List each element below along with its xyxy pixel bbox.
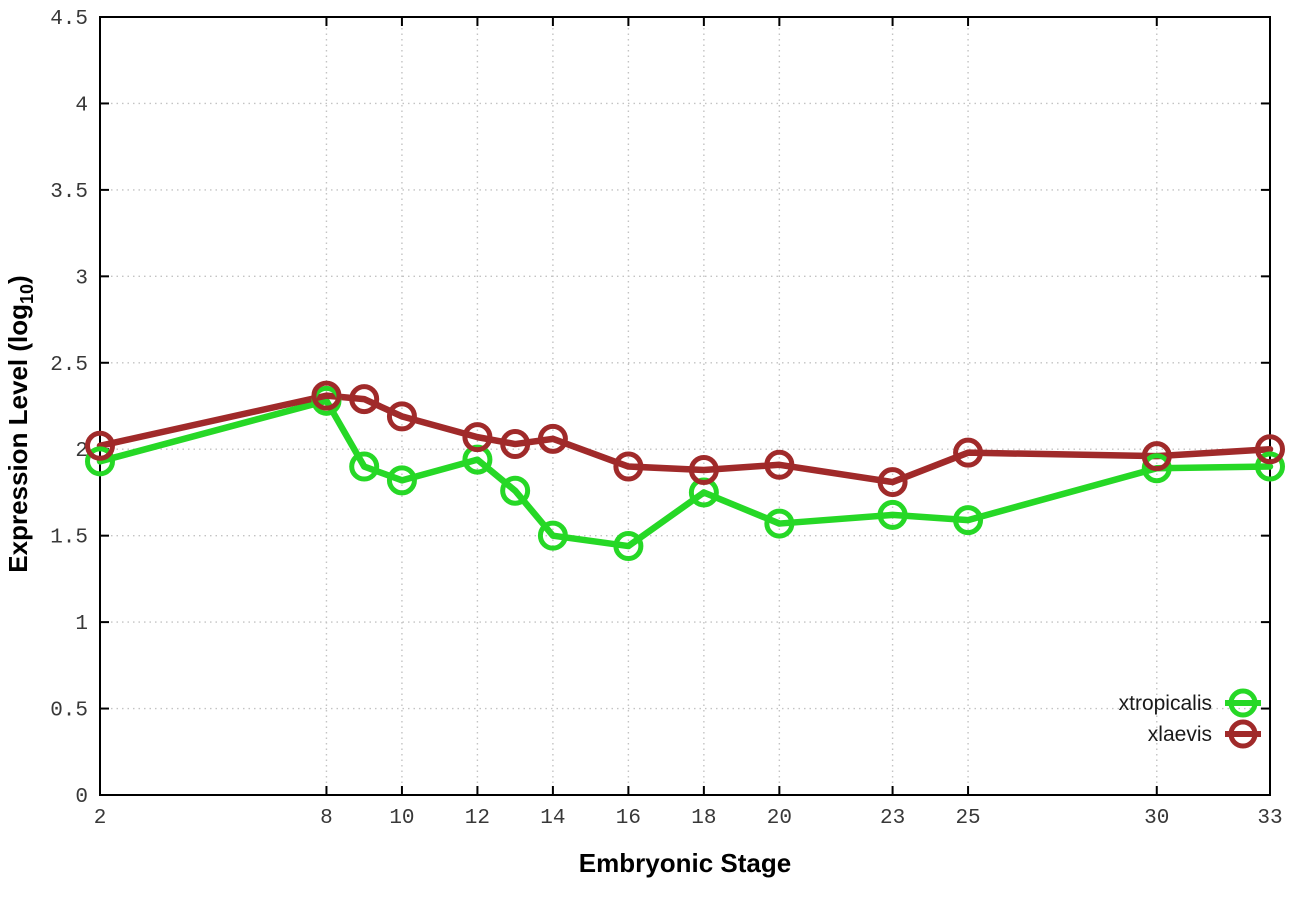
legend-sample-marker-xtropicalis <box>1228 688 1258 718</box>
data-point-xlaevis <box>1255 434 1285 465</box>
data-point-xtropicalis <box>349 451 380 482</box>
data-point-xlaevis <box>613 451 644 482</box>
data-point-xlaevis <box>688 454 719 485</box>
x-tick-label: 18 <box>691 807 716 830</box>
x-axis-title: Embryonic Stage <box>579 848 791 878</box>
data-point-xtropicalis <box>953 505 984 536</box>
x-tick-label: 14 <box>540 807 565 830</box>
y-tick-label: 4.5 <box>50 8 88 31</box>
data-point-xtropicalis <box>688 477 719 508</box>
data-point-xtropicalis <box>1141 453 1172 484</box>
data-point-xlaevis <box>877 467 908 498</box>
y-tick-label: 1 <box>75 613 88 636</box>
x-tick-label: 2 <box>94 807 107 830</box>
data-point-xtropicalis <box>764 508 795 539</box>
legend-label-xlaevis: xlaevis <box>1148 723 1212 746</box>
x-tick-label: 12 <box>465 807 490 830</box>
x-tick-label: 25 <box>955 807 980 830</box>
data-point-xlaevis <box>1141 441 1172 472</box>
y-tick-label: 2 <box>75 440 88 463</box>
y-tick-label: 0.5 <box>50 700 88 723</box>
data-point-xlaevis <box>500 429 531 460</box>
x-tick-label: 20 <box>767 807 792 830</box>
data-point-xtropicalis <box>386 465 417 496</box>
y-tick-label: 1.5 <box>50 527 88 550</box>
data-point-xlaevis <box>462 422 493 453</box>
data-point-xtropicalis <box>85 446 115 477</box>
data-point-xtropicalis <box>537 520 568 551</box>
series-line-xlaevis <box>96 392 1274 486</box>
data-point-xtropicalis <box>462 444 493 475</box>
legend-label-xtropicalis: xtropicalis <box>1119 692 1212 715</box>
x-tick-label: 10 <box>389 807 414 830</box>
x-tick-label: 16 <box>616 807 641 830</box>
series-line-xtropicalis <box>96 397 1274 550</box>
y-tick-label: 2.5 <box>50 354 88 377</box>
data-point-xlaevis <box>953 437 984 468</box>
y-tick-label: 3.5 <box>50 181 88 204</box>
x-tick-label: 23 <box>880 807 905 830</box>
data-point-xtropicalis <box>1255 451 1285 482</box>
y-tick-label: 4 <box>75 94 88 117</box>
y-tick-label: 0 <box>75 786 88 809</box>
data-point-xlaevis <box>85 430 115 461</box>
data-point-xtropicalis <box>877 499 908 530</box>
data-point-xlaevis <box>764 449 795 480</box>
data-point-xlaevis <box>537 423 568 454</box>
x-tick-label: 33 <box>1257 807 1282 830</box>
y-tick-label: 3 <box>75 267 88 290</box>
data-point-xlaevis <box>311 380 342 411</box>
plot-border <box>99 16 1271 796</box>
data-point-xtropicalis <box>500 475 531 506</box>
data-point-xlaevis <box>349 384 380 415</box>
legend-sample-marker-xlaevis <box>1228 719 1258 749</box>
x-tick-label: 30 <box>1144 807 1169 830</box>
data-point-xtropicalis <box>613 531 644 562</box>
data-point-xlaevis <box>386 401 417 432</box>
x-tick-label: 8 <box>320 807 333 830</box>
y-axis-title: Expression Level (log10) <box>3 275 37 572</box>
